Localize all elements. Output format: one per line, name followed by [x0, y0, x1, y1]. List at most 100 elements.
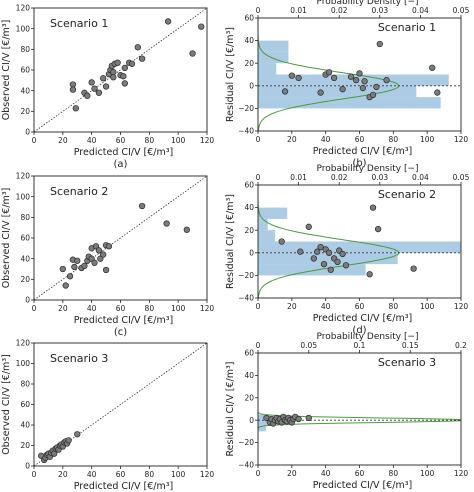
data-point	[69, 81, 77, 88]
data-point	[374, 225, 382, 233]
identity-line	[34, 343, 207, 466]
x-tick-label: 0	[256, 469, 261, 478]
top-tick-label: 0.02	[331, 6, 348, 15]
plot-content	[34, 343, 207, 466]
y-axis-label: Residual CI/V [€/m³]	[225, 194, 236, 289]
plot-content	[34, 8, 207, 132]
histogram-bar	[258, 230, 276, 242]
data-point	[74, 257, 81, 264]
data-point	[339, 250, 346, 258]
y-tick-label: 100	[16, 24, 31, 33]
y-tick-label: 0	[25, 296, 30, 305]
data-point	[281, 88, 289, 95]
top-tick-label: 0.01	[290, 6, 307, 15]
histogram-bar	[258, 97, 441, 109]
data-point	[84, 92, 91, 99]
top-axis-label: Probability Density [−]	[316, 164, 418, 174]
y-tick-label: 40	[244, 203, 254, 212]
data-point	[121, 64, 128, 72]
data-point	[314, 248, 321, 255]
data-point	[65, 437, 72, 444]
x-tick-label: 120	[200, 304, 215, 313]
identity-line	[34, 8, 207, 132]
y-axis-label: Residual CI/V [€/m³]	[225, 27, 236, 122]
y-tick-label: 20	[20, 107, 30, 116]
top-tick-label: 0.02	[331, 173, 348, 182]
x-tick-label: 80	[145, 304, 155, 313]
data-point	[81, 262, 88, 270]
data-point	[74, 431, 81, 438]
x-tick-label: 20	[58, 136, 68, 145]
scenario-label: Scenario 1	[50, 17, 108, 30]
scenario-label: Scenario 3	[50, 352, 108, 365]
x-tick-label: 20	[287, 135, 297, 144]
top-tick-label: 0.04	[412, 6, 429, 15]
plot-content	[258, 185, 461, 298]
data-point	[128, 60, 136, 67]
panel-c: 0 20 40 60 80 100 120 0 20 40 60 80 100 120 Predicted …	[1, 172, 214, 338]
x-tick-label: 60	[355, 469, 365, 478]
y-tick-label: −20	[238, 438, 254, 447]
y-tick-label: 60	[244, 349, 254, 358]
y-tick-label: 80	[20, 213, 30, 222]
data-point	[339, 86, 346, 93]
y-tick-label: 20	[244, 59, 254, 68]
y-tick-label: 0	[249, 248, 254, 257]
data-point	[410, 265, 417, 272]
data-point	[310, 255, 317, 262]
panel-caption: (c)	[114, 327, 127, 338]
x-tick-label: 60	[355, 302, 365, 311]
x-tick-label: 100	[420, 135, 435, 144]
x-tick-label: 0	[32, 470, 37, 479]
y-tick-label: 80	[20, 380, 30, 389]
x-tick-label: 120	[200, 136, 215, 145]
y-tick-label: 60	[20, 234, 30, 243]
histogram-bar	[258, 252, 398, 265]
plot-content	[258, 18, 461, 131]
panel-e: 0 20 40 60 80 100 120 0 20 40 60 80 100 120 Predicted …	[1, 339, 214, 492]
data-point	[100, 75, 107, 82]
y-axis-label: Observed CI/V [€/m³]	[1, 354, 12, 455]
data-point	[305, 414, 312, 422]
top-tick-label: 0	[256, 341, 261, 350]
y-axis-label: Residual CI/V [€/m³]	[225, 361, 236, 456]
data-point	[369, 91, 377, 98]
scenario-label: Scenario 2	[50, 185, 108, 198]
x-tick-label: 100	[171, 136, 186, 145]
y-tick-label: 60	[20, 400, 30, 409]
data-point	[295, 74, 302, 82]
x-tick-label: 40	[321, 135, 331, 144]
data-point	[110, 74, 117, 81]
x-tick-label: 60	[355, 135, 365, 144]
y-tick-label: 60	[244, 14, 254, 23]
y-tick-label: 20	[244, 393, 254, 402]
x-tick-label: 40	[87, 136, 97, 145]
x-tick-label: 100	[171, 470, 186, 479]
data-point	[69, 86, 77, 93]
x-axis-label: Predicted CI/V [€/m³]	[74, 315, 174, 326]
histogram-bar	[258, 420, 273, 426]
y-axis-label: Observed CI/V [€/m³]	[1, 188, 12, 289]
histogram-bar	[258, 425, 267, 432]
y-tick-label: 40	[20, 86, 30, 95]
data-point	[120, 73, 127, 80]
x-tick-label: 80	[145, 136, 155, 145]
histogram-bar	[258, 51, 289, 64]
data-point	[295, 415, 302, 423]
y-tick-label: 20	[20, 275, 30, 284]
x-tick-label: 0	[256, 302, 261, 311]
data-point	[376, 40, 383, 48]
data-point	[198, 23, 205, 30]
y-tick-label: −20	[238, 271, 254, 280]
data-point	[163, 220, 170, 227]
x-tick-label: 80	[389, 135, 399, 144]
top-tick-label: 0.15	[402, 341, 419, 350]
data-point	[320, 260, 328, 268]
data-point	[66, 273, 74, 280]
data-point	[356, 70, 363, 77]
data-point	[189, 50, 196, 57]
panel-caption: (b)	[352, 158, 366, 169]
